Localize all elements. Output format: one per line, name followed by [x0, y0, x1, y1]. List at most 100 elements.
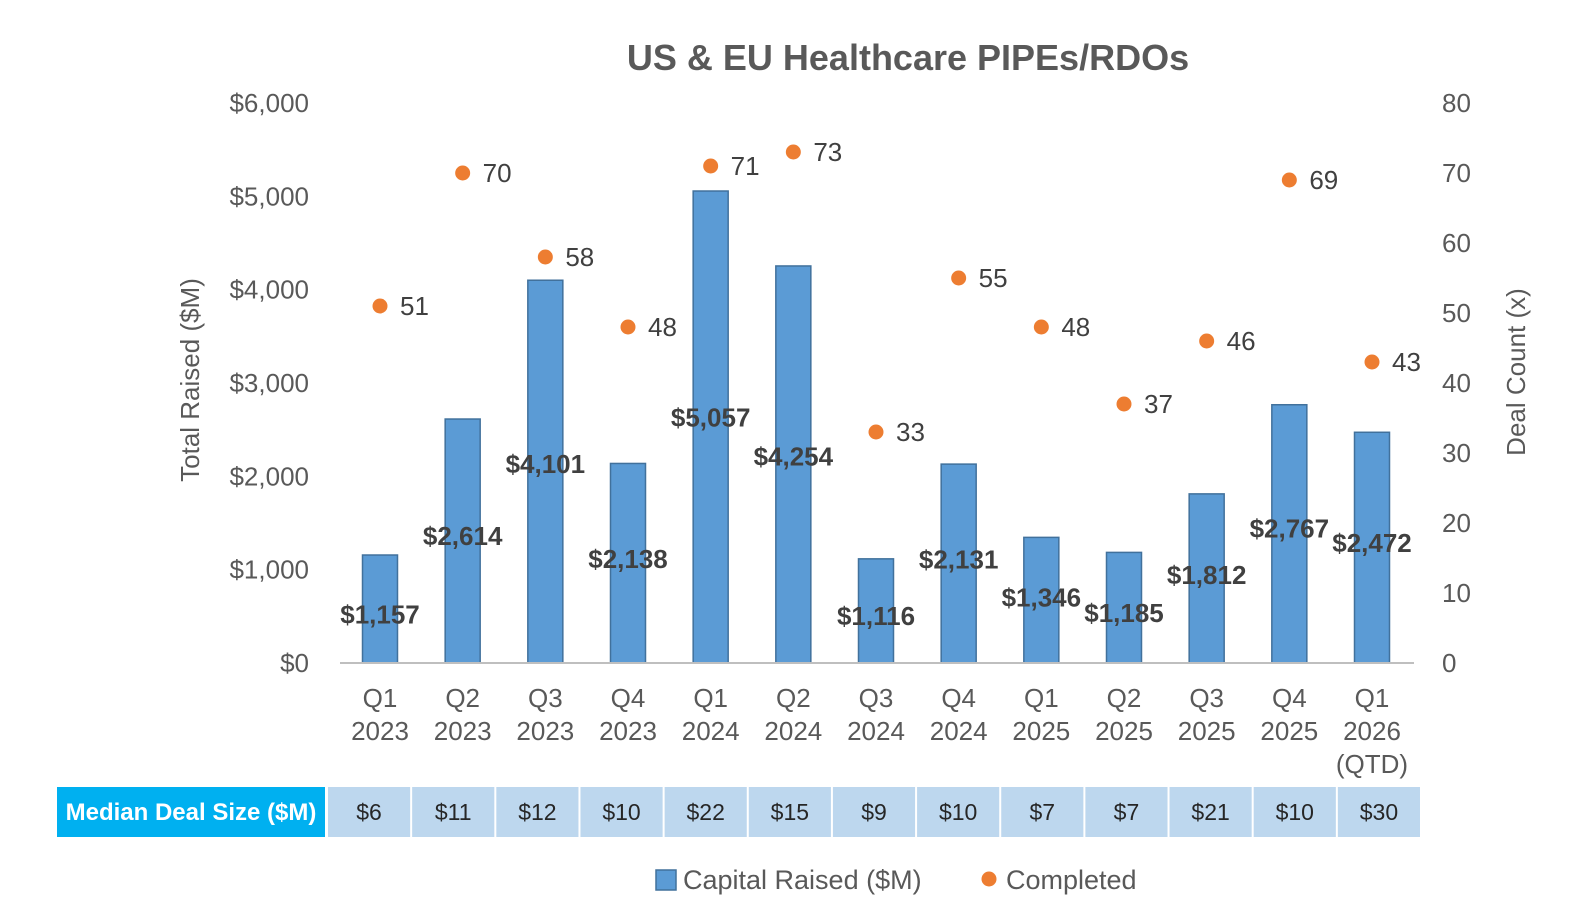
completed-point — [455, 165, 471, 181]
median-table-cell — [1169, 787, 1252, 837]
y-left-tick-label: $1,000 — [229, 555, 309, 585]
y-right-tick-label: 0 — [1442, 648, 1456, 678]
median-table-header: Median Deal Size ($M) — [66, 799, 317, 826]
median-table-cell — [580, 787, 663, 837]
x-tick-label: Q1 — [1355, 683, 1390, 713]
completed-data-label: 51 — [400, 291, 429, 321]
bar-data-label: $2,614 — [423, 521, 503, 551]
bar-data-label: $1,346 — [1002, 583, 1082, 613]
median-table-cell — [328, 787, 411, 837]
completed-data-label: 73 — [813, 137, 842, 167]
bar — [1105, 551, 1143, 664]
median-table-value: $22 — [687, 799, 725, 825]
completed-point — [868, 424, 884, 440]
x-tick-label: 2024 — [682, 716, 740, 746]
completed-point — [1199, 333, 1215, 349]
x-tick-label: Q1 — [363, 683, 398, 713]
completed-point — [1116, 396, 1132, 412]
median-table-cell — [1085, 787, 1168, 837]
bar-data-label: $4,254 — [754, 442, 834, 472]
x-tick-label: 2023 — [434, 716, 492, 746]
y-right-tick-label: 70 — [1442, 158, 1471, 188]
completed-data-label: 55 — [979, 263, 1008, 293]
bar-data-label: $1,116 — [837, 601, 915, 631]
bar-data-label: $2,472 — [1332, 528, 1412, 558]
bar — [940, 463, 977, 664]
x-tick-label: Q2 — [776, 683, 811, 713]
median-table-value: $21 — [1191, 799, 1229, 825]
bar — [1271, 403, 1308, 664]
median-table-cell — [748, 787, 831, 837]
median-table-value: $7 — [1030, 799, 1056, 825]
bar-data-label: $2,138 — [588, 544, 668, 574]
completed-point — [703, 158, 719, 174]
x-tick-label: Q2 — [445, 683, 480, 713]
y-right-tick-label: 50 — [1442, 298, 1471, 328]
median-table-cell — [496, 787, 579, 837]
x-tick-label: 2025 — [1012, 716, 1070, 746]
x-tick-label: Q3 — [859, 683, 894, 713]
completed-data-label: 70 — [483, 158, 512, 188]
bar-data-label: $5,057 — [671, 403, 751, 433]
bar — [361, 554, 399, 664]
y-right-tick-label: 60 — [1442, 228, 1471, 258]
median-table-cell — [1337, 787, 1420, 837]
bar — [775, 265, 812, 664]
x-tick-label: (QTD) — [1336, 749, 1408, 779]
x-tick-label: Q1 — [693, 683, 728, 713]
bar — [1188, 493, 1225, 664]
median-table-value: $10 — [1276, 799, 1314, 825]
median-table-value: $10 — [939, 799, 977, 825]
median-table-value: $10 — [602, 799, 640, 825]
median-table-header-cell — [57, 787, 325, 837]
completed-point — [1281, 172, 1297, 188]
median-table-cell — [1001, 787, 1084, 837]
completed-data-label: 48 — [1061, 312, 1090, 342]
y-left-axis-title: Total Raised ($M) — [175, 278, 205, 482]
x-tick-label: Q4 — [941, 683, 976, 713]
x-tick-label: 2023 — [516, 716, 574, 746]
completed-point — [620, 319, 636, 335]
median-table-cell — [832, 787, 916, 837]
completed-data-label: 71 — [731, 151, 760, 181]
legend-bar-swatch — [655, 869, 677, 891]
bar — [444, 418, 481, 664]
x-tick-label: 2025 — [1095, 716, 1153, 746]
x-tick-label: 2024 — [930, 716, 988, 746]
median-table-value: $15 — [771, 799, 809, 825]
bar-data-label: $2,131 — [919, 545, 999, 575]
x-tick-label: Q3 — [528, 683, 563, 713]
x-tick-label: 2025 — [1178, 716, 1236, 746]
completed-data-label: 37 — [1144, 389, 1173, 419]
median-table-cell — [917, 787, 1000, 837]
y-left-tick-label: $0 — [280, 648, 309, 678]
completed-point — [537, 249, 553, 265]
median-table-cell — [1253, 787, 1336, 837]
median-table-value: $9 — [861, 799, 887, 825]
x-tick-label: Q1 — [1024, 683, 1059, 713]
completed-data-label: 46 — [1227, 326, 1256, 356]
x-tick-label: 2023 — [599, 716, 657, 746]
completed-point — [785, 144, 801, 160]
median-table-value: $7 — [1114, 799, 1140, 825]
bar-data-label: $1,157 — [340, 599, 420, 629]
y-left-tick-label: $6,000 — [229, 88, 309, 118]
completed-point — [1033, 319, 1049, 335]
median-table-value: $6 — [356, 799, 382, 825]
x-tick-label: 2024 — [847, 716, 905, 746]
completed-data-label: 33 — [896, 417, 925, 447]
x-tick-label: 2023 — [351, 716, 409, 746]
y-left-tick-label: $5,000 — [229, 181, 309, 211]
y-right-axis-title: Deal Count (x) — [1501, 288, 1531, 456]
bar — [609, 462, 647, 664]
median-table-cell — [412, 787, 495, 837]
bar-data-label: $1,812 — [1167, 560, 1247, 590]
bar-data-label: $1,185 — [1084, 598, 1164, 628]
y-right-tick-label: 40 — [1442, 368, 1471, 398]
x-tick-label: Q3 — [1189, 683, 1224, 713]
chart-title: US & EU Healthcare PIPEs/RDOs — [627, 37, 1189, 78]
x-tick-label: Q2 — [1107, 683, 1142, 713]
y-left-tick-label: $2,000 — [229, 461, 309, 491]
